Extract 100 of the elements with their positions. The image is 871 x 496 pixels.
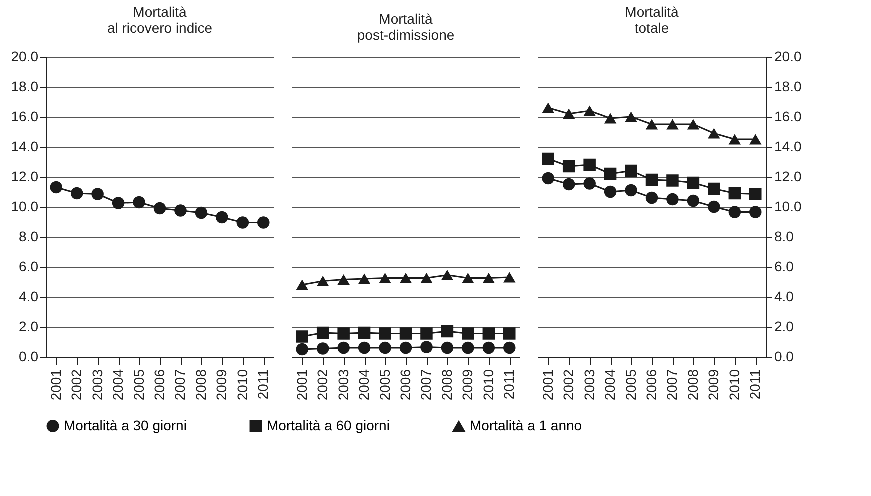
legend-label: Mortalità a 30 giorni: [64, 417, 187, 434]
y-tick-label: 12.0: [11, 168, 39, 184]
point: [258, 216, 270, 229]
point: [400, 272, 412, 284]
point: [462, 328, 474, 340]
y2-tick-label: 8.0: [774, 228, 794, 244]
chart-title: Mortalità totale: [625, 4, 680, 36]
x-tick-label: 2008: [438, 369, 455, 401]
x-tick-label: 2004: [602, 369, 618, 401]
point: [542, 102, 554, 114]
point: [584, 106, 596, 116]
y-tick-label: 14.0: [11, 138, 39, 154]
point: [562, 108, 576, 120]
point: [236, 216, 250, 229]
x-tick-label: 2006: [398, 369, 414, 401]
point: [562, 160, 576, 173]
point: [400, 342, 412, 354]
x-tick-label: 2003: [581, 369, 598, 401]
x-tick-label: 2005: [376, 369, 393, 401]
y-tick-label: 0.0: [19, 348, 39, 364]
point: [174, 204, 187, 217]
point: [338, 342, 350, 354]
y-tick-label: 10.0: [11, 198, 39, 214]
y2-tick-label: 18.0: [774, 78, 802, 94]
point: [625, 184, 638, 197]
point: [462, 272, 474, 284]
point: [400, 328, 412, 340]
point: [482, 328, 496, 340]
y-tick-label: 20.0: [11, 48, 39, 64]
y2-tick-label: 10.0: [774, 198, 802, 214]
point: [358, 326, 371, 340]
point: [687, 176, 700, 190]
legend-label: Mortalità a 60 giorni: [267, 417, 390, 434]
y-tick-label: 18.0: [11, 78, 39, 94]
y-tick-label: 2.0: [19, 318, 39, 334]
x-tick-label: 2001: [48, 369, 64, 401]
point: [316, 276, 330, 287]
point: [338, 274, 350, 286]
y2-tick-label: 14.0: [774, 138, 802, 154]
x-tick-label: 2009: [214, 369, 230, 401]
x-tick-label: 2011: [255, 369, 272, 400]
point: [462, 342, 474, 354]
point: [420, 272, 433, 284]
point: [750, 206, 762, 218]
point: [625, 112, 638, 122]
chart-title: Mortalità post-dimissione: [357, 11, 455, 43]
point: [728, 134, 742, 145]
x-tick-label: 2005: [130, 369, 147, 401]
y2-tick-label: 16.0: [774, 108, 802, 124]
x-tick-label: 2001: [540, 369, 556, 401]
point: [379, 342, 392, 354]
point: [420, 328, 433, 340]
x-tick-label: 2010: [726, 369, 742, 401]
point: [441, 325, 454, 338]
point: [482, 342, 496, 354]
point: [687, 119, 700, 130]
point: [562, 178, 576, 191]
x-tick-label: 2003: [89, 369, 106, 401]
point: [216, 211, 228, 224]
point: [666, 119, 679, 130]
x-tick-label: 2007: [418, 369, 434, 401]
point: [504, 272, 516, 283]
point: [358, 274, 371, 284]
point: [646, 174, 658, 186]
y2-tick-label: 2.0: [774, 318, 794, 334]
legend-label: Mortalità a 1 anno: [470, 418, 582, 434]
point: [646, 119, 658, 130]
chart-title: Mortalità al ricovero indice: [107, 4, 213, 36]
point: [708, 200, 720, 214]
y-tick-label: 6.0: [19, 258, 39, 274]
x-tick-label: 2011: [747, 369, 764, 400]
x-tick-label: 2006: [644, 369, 660, 401]
x-tick-label: 2002: [560, 369, 577, 401]
point: [70, 187, 84, 200]
y-tick-label: 8.0: [19, 228, 39, 244]
point: [666, 174, 679, 187]
point: [316, 342, 330, 355]
point: [441, 342, 454, 354]
x-tick-label: 2005: [622, 369, 639, 401]
point: [584, 178, 596, 190]
point: [542, 152, 554, 166]
point: [728, 206, 742, 218]
point: [666, 193, 679, 206]
point: [92, 188, 104, 200]
point: [420, 341, 433, 354]
point: [750, 134, 762, 145]
point: [708, 128, 720, 139]
x-tick-label: 2001: [294, 369, 310, 401]
y2-tick-label: 6.0: [774, 258, 794, 274]
point: [542, 172, 554, 185]
point: [296, 330, 308, 343]
point: [296, 343, 308, 356]
point: [379, 272, 392, 284]
x-tick-label: 2011: [501, 369, 518, 400]
x-tick-label: 2010: [480, 369, 496, 401]
point: [504, 342, 516, 354]
point: [379, 328, 392, 340]
point: [316, 326, 330, 340]
x-tick-label: 2010: [234, 369, 250, 401]
point: [482, 272, 496, 284]
